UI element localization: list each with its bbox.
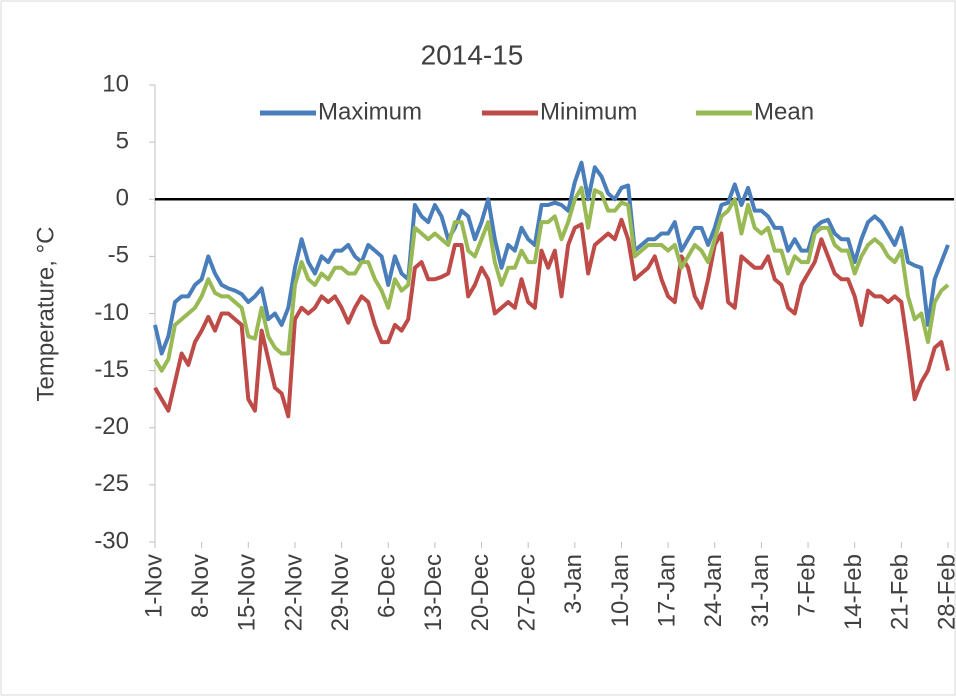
x-tick-label: 31-Jan: [747, 554, 774, 627]
line-series: [153, 160, 950, 356]
x-tick-label: 1-Nov: [140, 554, 167, 618]
y-tick-label: -15: [94, 356, 129, 383]
x-tick-label: 7-Feb: [793, 554, 820, 617]
x-tick-label: 20-Dec: [467, 554, 494, 631]
x-tick-label: 6-Dec: [374, 554, 401, 618]
line-series: [153, 185, 950, 373]
x-tick-label: 29-Nov: [327, 554, 354, 631]
y-tick-label: -30: [94, 527, 129, 554]
x-tick-label: 3-Jan: [560, 554, 587, 614]
chart-title: 2014-15: [421, 39, 524, 70]
x-tick-label: 21-Feb: [887, 554, 914, 630]
legend-label: Mean: [754, 98, 814, 125]
x-tick-label: 8-Nov: [187, 554, 214, 618]
y-tick-label: -5: [108, 242, 129, 269]
x-tick-label: 24-Jan: [700, 554, 727, 627]
x-tick-label: 13-Dec: [420, 554, 447, 631]
x-tick-label: 14-Feb: [840, 554, 867, 630]
y-tick-label: 5: [116, 127, 129, 154]
line-series: [153, 217, 950, 419]
y-tick-label: 0: [116, 185, 129, 212]
x-tick-label: 15-Nov: [234, 554, 261, 631]
legend-label: Minimum: [540, 98, 637, 125]
y-tick-label: -25: [94, 470, 129, 497]
legend-label: Maximum: [318, 98, 422, 125]
x-tick-label: 27-Dec: [514, 554, 541, 631]
y-tick-label: -20: [94, 413, 129, 440]
y-tick-label: -10: [94, 299, 129, 326]
x-tick-label: 22-Nov: [280, 554, 307, 631]
y-axis-label: Temperature, °C: [32, 227, 59, 402]
x-tick-label: 10-Jan: [607, 554, 634, 627]
x-tick-label: 17-Jan: [653, 554, 680, 627]
y-tick-label: 10: [102, 70, 129, 97]
x-tick-label: 28-Feb: [933, 554, 956, 630]
